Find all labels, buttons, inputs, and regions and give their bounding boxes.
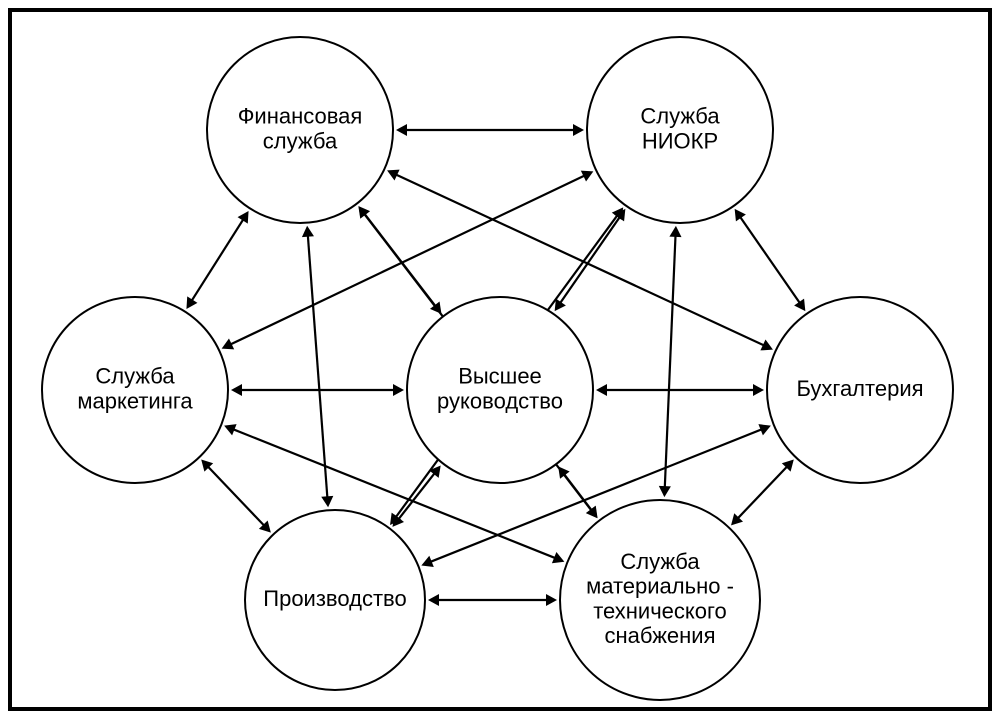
node-label: Производство [263,586,406,611]
edge-prod-supply [428,594,557,606]
edge-top-acc [596,384,764,396]
arrow-head [558,466,569,478]
arrow-head [659,486,671,497]
arrow-head [396,124,407,136]
diagram-svg: Финансоваяслужба СлужбаНИОКР Службамаркети… [0,0,1000,719]
node-label: Бухгалтерия [796,376,923,401]
arrow-head [231,384,242,396]
arrow-head [358,206,369,218]
edge-acc-supply [731,460,794,526]
arrow-head [428,594,439,606]
edge-fin-mkt [186,211,248,309]
edge-rd-acc [735,209,806,311]
edge-line [189,216,245,305]
node-mkt: Службамаркетинга [42,297,228,483]
arrow-head [753,384,764,396]
edge-fin-prod [302,226,333,508]
arrow-head [735,209,746,221]
arrow-head [555,299,566,311]
arrow-head [429,465,441,477]
edge-line [205,464,267,529]
edge-fin-rd [396,124,584,136]
node-label: СлужбаНИОКР [640,103,720,153]
edge-line [665,231,676,491]
edge-rd-supply [659,226,682,497]
node-prod: Производство [245,510,425,690]
node-rd: СлужбаНИОКР [587,37,773,223]
arrow-head [612,207,623,219]
arrow-head [669,226,681,237]
arrow-head [392,514,404,526]
arrow-head [596,384,607,396]
edge-line [735,464,790,522]
arrow-head [393,384,404,396]
edge-mkt-prod [201,460,271,533]
arrow-head [794,299,805,311]
edge-line [738,213,802,306]
arrow-head [573,124,584,136]
node-supply: Службаматериально -техническогоснабжения [560,500,760,700]
node-top: Высшееруководство [407,297,593,483]
arrow-head [321,496,333,507]
arrow-head [302,226,314,237]
node-fin: Финансоваяслужба [207,37,393,223]
edge-line [558,213,622,306]
edge-rd-top [555,209,626,311]
edge-top-supply [558,466,597,518]
node-acc: Бухгалтерия [767,297,953,483]
arrow-head [546,594,557,606]
diagram-canvas: Финансоваяслужба СлужбаНИОКР Службамаркети… [0,0,1000,719]
edge-mkt-top [231,384,404,396]
